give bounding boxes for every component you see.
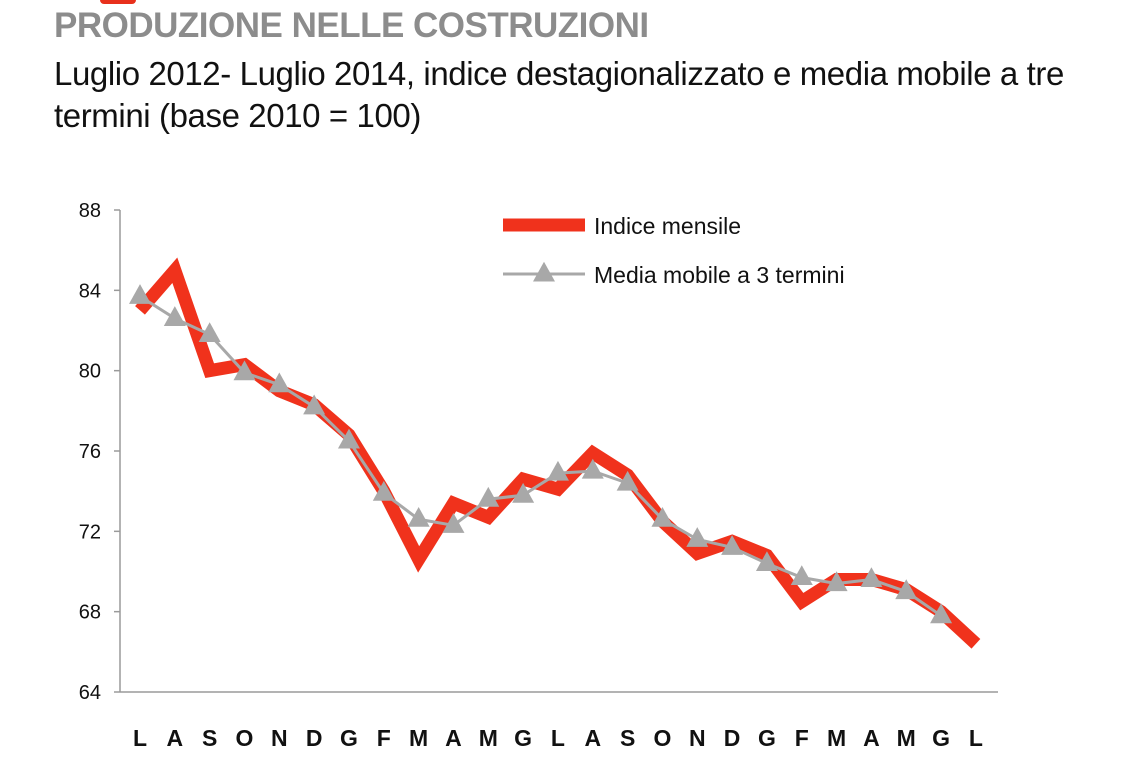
x-tick-label: O — [654, 725, 672, 751]
x-tick-label: N — [689, 725, 706, 751]
x-tick-label: A — [445, 725, 462, 751]
chart-subtitle: Luglio 2012- Luglio 2014, indice destagi… — [54, 55, 1064, 134]
media-mobile-point — [372, 480, 395, 501]
x-tick-label: S — [202, 725, 217, 751]
x-tick-label: M — [409, 725, 428, 751]
x-tick-label: A — [584, 725, 601, 751]
y-tick-label: 76 — [79, 441, 101, 463]
legend-marker-triangle — [533, 261, 555, 282]
x-tick-label: A — [863, 725, 880, 751]
media-mobile-point — [198, 322, 221, 343]
media-mobile-point — [233, 360, 256, 381]
media-mobile-point — [860, 567, 883, 588]
media-mobile-point — [651, 507, 674, 527]
x-tick-label: D — [306, 725, 323, 751]
media-mobile-point — [930, 603, 953, 624]
media-mobile-point — [825, 571, 848, 592]
media-mobile-point — [721, 535, 744, 555]
x-tick-label: F — [377, 725, 391, 751]
media-mobile-point — [407, 507, 430, 527]
x-tick-label: N — [271, 725, 288, 751]
y-tick-label: 72 — [79, 521, 101, 543]
x-tick-label: G — [932, 725, 950, 751]
media-mobile-point — [477, 486, 500, 507]
x-tick-label: M — [479, 725, 498, 751]
media-mobile-point — [686, 527, 709, 547]
series-line-media-mobile — [139, 295, 942, 617]
x-tick-label: O — [236, 725, 254, 751]
y-tick-label: 84 — [79, 280, 101, 302]
y-tick-label: 64 — [79, 682, 101, 704]
legend-label-indice-mensile: Indice mensile — [594, 213, 741, 239]
x-tick-label: G — [340, 725, 358, 751]
media-mobile-point — [895, 579, 918, 600]
x-tick-label: G — [514, 725, 532, 751]
media-mobile-point — [581, 458, 604, 479]
media-mobile-point — [303, 394, 326, 415]
media-mobile-point — [442, 513, 465, 533]
brand-mark — [100, 0, 136, 4]
media-mobile-point — [512, 482, 535, 503]
x-tick-label: A — [167, 725, 184, 751]
x-tick-label: G — [758, 725, 776, 751]
media-mobile-point — [337, 428, 360, 449]
media-mobile-point — [790, 565, 813, 586]
x-tick-label: L — [133, 725, 147, 751]
media-mobile-point — [163, 306, 186, 326]
series-layer — [129, 257, 981, 649]
media-mobile-point — [268, 372, 291, 393]
x-tick-label: L — [969, 725, 983, 751]
series-line-indice-mensile — [135, 257, 981, 649]
x-tick-label: L — [551, 725, 565, 751]
y-tick-label: 80 — [79, 361, 101, 383]
y-tick-label: 88 — [79, 200, 101, 222]
chart-title: PRODUZIONE NELLE COSTRUZIONI — [54, 6, 649, 45]
x-tick-label: M — [897, 725, 916, 751]
media-mobile-point — [129, 284, 151, 304]
x-tick-label: M — [827, 725, 846, 751]
legend: Indice mensile Media mobile a 3 termini — [503, 213, 845, 288]
x-tick-label: D — [724, 725, 741, 751]
media-mobile-point — [616, 470, 639, 491]
y-tick-label: 68 — [79, 602, 101, 624]
x-tick-label: F — [795, 725, 809, 751]
media-mobile-point — [546, 460, 569, 481]
media-mobile-point — [755, 551, 778, 571]
legend-label-media-mobile: Media mobile a 3 termini — [594, 262, 845, 288]
x-tick-label: S — [620, 725, 635, 751]
